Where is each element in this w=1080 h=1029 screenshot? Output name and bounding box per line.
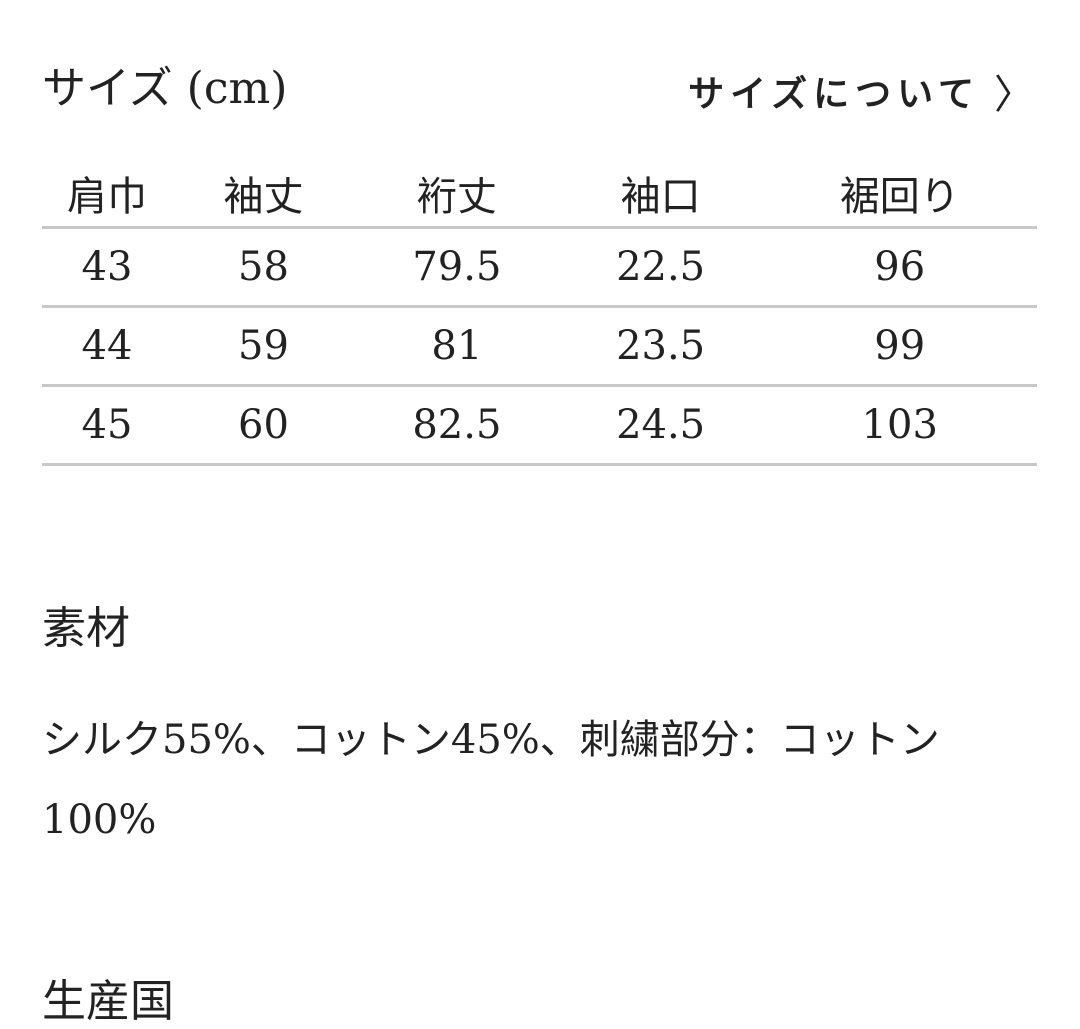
table-cell: 60: [172, 385, 355, 466]
column-header: 裄丈: [355, 160, 559, 229]
table-cell: 59: [172, 306, 355, 387]
material-section-title: 素材: [42, 603, 130, 654]
table-cell: 82.5: [355, 385, 559, 466]
table-row: 43 58 79.5 22.5 96: [42, 227, 1037, 308]
material-text: シルク55%、コットン45%、刺繍部分：コットン100%: [42, 717, 940, 843]
table-cell: 22.5: [558, 227, 763, 308]
table-cell: 58: [172, 227, 355, 308]
table-cell: 103: [762, 385, 1037, 466]
size-table: 肩巾 袖丈 裄丈 袖口 裾回り 43 58 79.5 22.5 96 44 59…: [42, 160, 1037, 466]
size-guide-link[interactable]: サイズについて 〉: [688, 62, 1040, 120]
table-cell: 43: [42, 227, 172, 308]
table-cell: 79.5: [355, 227, 559, 308]
table-cell: 44: [42, 306, 172, 387]
chevron-right-icon: 〉: [994, 72, 1040, 118]
table-cell: 96: [762, 227, 1037, 308]
table-cell: 24.5: [558, 385, 763, 466]
table-cell: 99: [762, 306, 1037, 387]
next-section-title: 生産国: [42, 976, 174, 1027]
size-guide-label: サイズについて: [688, 74, 980, 115]
column-header: 袖口: [558, 160, 763, 229]
table-header-row: 肩巾 袖丈 裄丈 袖口 裾回り: [42, 160, 1037, 229]
table-row: 44 59 81 23.5 99: [42, 306, 1037, 387]
table-cell: 23.5: [558, 306, 763, 387]
table-cell: 45: [42, 385, 172, 466]
column-header: 肩巾: [42, 160, 172, 229]
column-header: 袖丈: [172, 160, 355, 229]
size-section-title: サイズ (cm): [42, 63, 288, 114]
table-cell: 81: [355, 306, 559, 387]
table-row: 45 60 82.5 24.5 103: [42, 385, 1037, 466]
column-header: 裾回り: [762, 160, 1037, 229]
